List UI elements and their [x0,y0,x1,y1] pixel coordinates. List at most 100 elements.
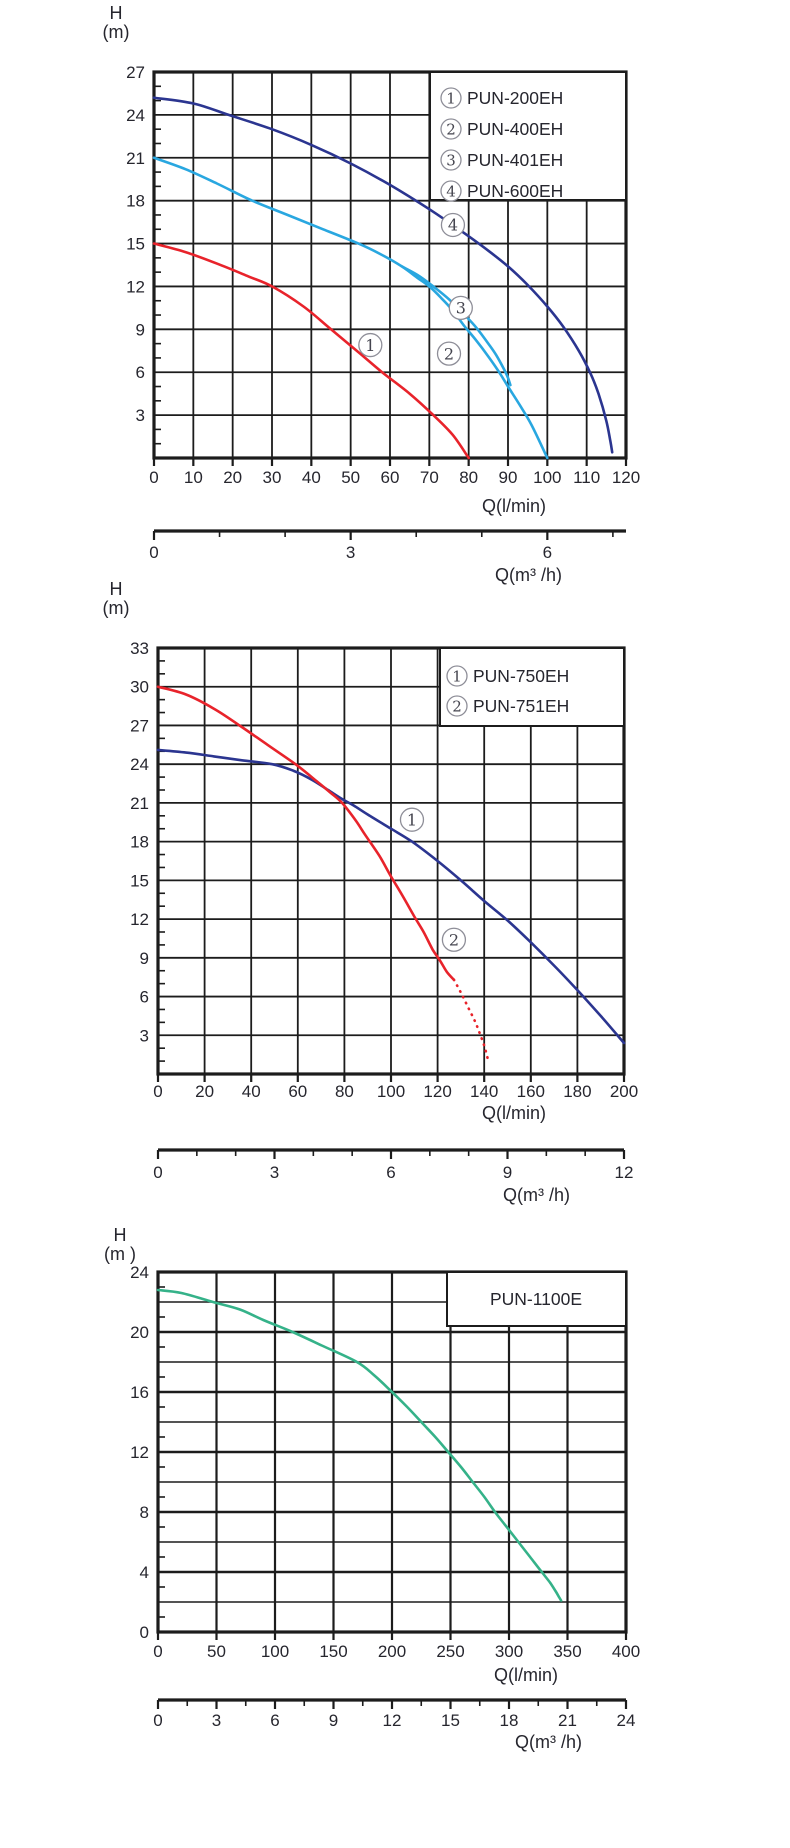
m3h-tick-label: 15 [441,1711,460,1730]
svg-text:1: 1 [452,667,462,685]
y-tick-label: 8 [140,1503,149,1522]
y-tick-label: 0 [140,1623,149,1642]
curve-PUN-751EH-extrapolated [452,978,489,1060]
chart3-y-axis-title: H [113,1225,127,1245]
x-tick-label: 50 [207,1642,226,1661]
secondary-m3h-axis: 0 3 6 9 12 15 18 21 24 [153,1698,635,1730]
x-tick-label: 60 [288,1082,307,1101]
legend-circled-number: 1 [446,665,468,687]
svg-text:2: 2 [444,344,454,363]
chart3-x-axis-unit-lmin: Q(l/min) [494,1665,558,1685]
x-tick-label: 350 [553,1642,581,1661]
y-axis-labels: 3 6 9 12 15 18 21 24 27 30 33 [130,639,149,1045]
x-tick-label: 40 [242,1082,261,1101]
chart1-y-axis-title: H [109,3,123,23]
x-tick-label: 80 [459,468,478,487]
x-tick-label: 0 [153,1642,162,1661]
secondary-m3h-axis: 0 3 6 [149,529,627,562]
legend-label: PUN-751EH [473,696,569,716]
y-tick-label: 33 [130,639,149,658]
y-tick-label: 16 [130,1383,149,1402]
x-tick-label: 30 [263,468,282,487]
pump-curves [156,685,626,1060]
chart2-x-axis-unit-m3h: Q(m³ /h) [503,1185,570,1205]
x-tick-label: 200 [378,1642,406,1661]
m3h-tick-label: 12 [383,1711,402,1730]
svg-text:2: 2 [452,697,462,715]
y-axis-labels: 3 6 9 12 15 18 21 24 27 [126,63,145,425]
x-axis-ticks-and-labels: 0 50 100 150 200 250 300 350 400 [153,1632,640,1661]
x-tick-label: 150 [319,1642,347,1661]
legend-label: PUN-200EH [467,88,563,108]
m3h-tick-label: 3 [212,1711,221,1730]
y-tick-label: 21 [130,794,149,813]
y-tick-label: 6 [136,363,145,382]
y-tick-label: 12 [126,277,145,296]
y-tick-label: 24 [130,1263,149,1282]
y-tick-label: 30 [130,678,149,697]
m3h-tick-label: 12 [615,1163,634,1182]
legend: PUN-1100E [446,1271,627,1327]
y-tick-label: 15 [130,871,149,890]
legend: 1 PUN-200EH 2 PUN-400EH 3 PUN-401EH 4 PUN-600EH [429,71,627,202]
curve-number-marker: 1 [399,807,425,832]
x-tick-label: 90 [499,468,518,487]
pump-curves [156,1288,563,1602]
x-axis-ticks-and-labels: 0 20 40 60 80 100 120 140 160 180 200 [153,1074,638,1101]
x-tick-label: 60 [381,468,400,487]
x-tick-label: 0 [153,1082,162,1101]
x-tick-label: 20 [223,468,242,487]
y-tick-label: 18 [130,833,149,852]
x-axis-ticks-and-labels: 0 10 20 30 40 50 60 70 80 90 100 110 120 [149,458,640,487]
y-axis-minor-ticks [158,1286,165,1618]
x-tick-label: 120 [423,1082,451,1101]
chart1-x-axis-unit-lmin: Q(l/min) [482,496,546,516]
chart1-pun-200-600: 0 10 20 30 40 50 60 70 80 90 100 110 120369121518212… [126,63,640,562]
m3h-tick-label: 6 [543,543,552,562]
curve-PUN-200EH [152,242,470,460]
chart2-y-axis-title: H [109,579,123,599]
y-tick-label: 9 [140,949,149,968]
y-tick-label: 24 [130,755,149,774]
curve-number-marker: 2 [436,341,462,366]
x-tick-label: 70 [420,468,439,487]
svg-text:1: 1 [446,89,456,107]
curve-number-marker: 2 [441,927,467,952]
chart2-y-axis-unit: (m) [102,598,130,618]
y-axis-minor-ticks [154,85,161,445]
y-axis-minor-ticks [158,660,165,1062]
x-tick-label: 50 [341,468,360,487]
legend-label: PUN-401EH [467,150,563,170]
curve-PUN-751EH [156,685,456,982]
curve-PUN-401EH [400,265,512,387]
x-tick-label: 300 [495,1642,523,1661]
chart2-pun-750-751: 0 20 40 60 80 100 120 140 160 180 2003691215182124… [130,639,638,1182]
x-tick-label: 20 [195,1082,214,1101]
svg-text:4: 4 [448,216,458,235]
svg-text:3: 3 [446,151,456,169]
svg-text:1: 1 [407,810,417,829]
curve-number-marker: 3 [448,295,473,321]
curve-PUN-1100E [156,1288,563,1602]
y-tick-label: 21 [126,149,145,168]
legend-circled-number: 2 [446,695,468,717]
legend-circled-number: 2 [440,118,462,140]
svg-text:2: 2 [446,120,456,138]
curve-PUN-750EH [156,748,626,1045]
chart2-x-axis-unit-lmin: Q(l/min) [482,1103,546,1123]
svg-text:3: 3 [456,299,466,318]
m3h-tick-label: 18 [500,1711,519,1730]
pump-curves [152,96,614,460]
x-tick-label: 140 [470,1082,498,1101]
m3h-tick-label: 6 [386,1163,395,1182]
m3h-tick-label: 9 [329,1711,338,1730]
x-tick-label: 110 [573,468,600,487]
y-axis-labels: 0 4 8 12 16 20 24 [130,1263,149,1642]
legend-label: PUN-1100E [490,1289,582,1309]
curve-number-marker: 4 [440,212,466,238]
y-tick-label: 9 [136,320,145,339]
y-tick-label: 3 [136,406,145,425]
y-tick-label: 18 [126,192,145,211]
